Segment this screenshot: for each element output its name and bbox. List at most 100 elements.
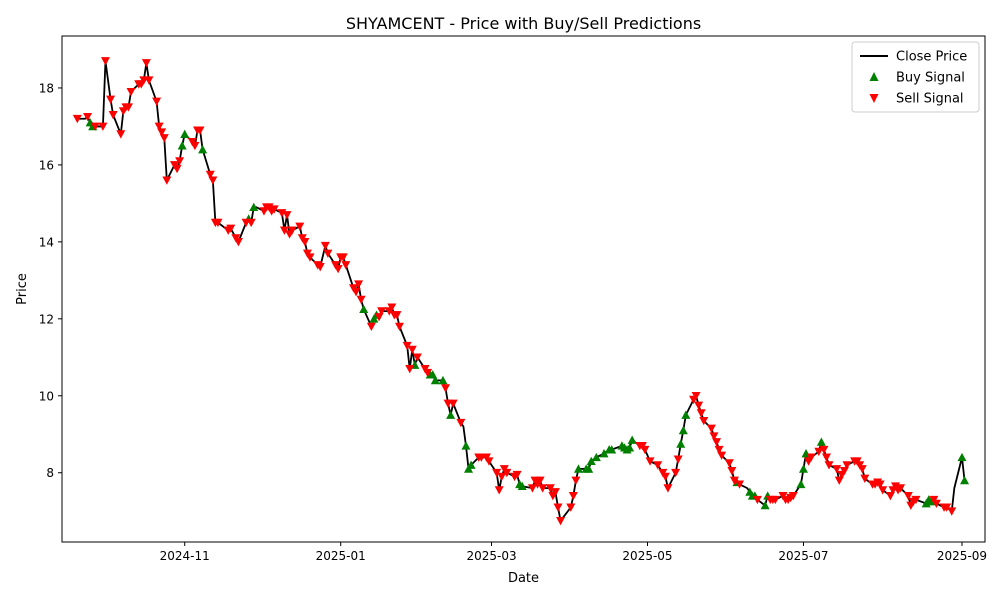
- sell-signal-marker: [190, 141, 200, 151]
- sell-signal-marker: [338, 253, 348, 262]
- sell-signal-marker: [305, 253, 315, 262]
- buy-signal-marker: [586, 456, 596, 466]
- sell-signal-marker: [282, 211, 292, 220]
- sell-signal-marker: [839, 466, 849, 476]
- sell-signal-marker: [152, 97, 162, 106]
- sell-signal-marker: [821, 453, 831, 462]
- sell-signal-marker: [502, 468, 512, 478]
- buy-signal-marker: [446, 410, 456, 419]
- sell-signal-marker: [645, 457, 655, 466]
- sell-signal-marker: [226, 224, 236, 233]
- sell-signal-marker: [568, 492, 578, 501]
- y-tick-label: 18: [39, 81, 54, 95]
- sell-signal-marker: [205, 170, 215, 180]
- sell-signal-marker: [351, 288, 361, 297]
- sell-signal-marker: [819, 445, 829, 455]
- y-tick-label: 14: [39, 235, 54, 249]
- buy-signal-marker: [960, 475, 970, 485]
- sell-signal-marker: [724, 459, 734, 468]
- sell-signal-marker: [106, 95, 116, 104]
- buy-signal-marker: [678, 425, 688, 435]
- buy-signal-marker: [625, 443, 635, 452]
- sell-signal-marker: [527, 484, 537, 493]
- sell-signal-marker: [538, 484, 548, 493]
- x-tick-label: 2025-01: [316, 549, 366, 563]
- sell-signal-marker: [412, 353, 422, 362]
- sell-signal-marker: [712, 438, 722, 447]
- sell-signal-marker: [875, 480, 885, 489]
- legend-buy-marker: [869, 72, 879, 81]
- sell-signal-marker: [441, 384, 451, 393]
- sell-signal-marker: [788, 492, 798, 501]
- sell-signal-marker: [295, 222, 305, 231]
- sell-signal-marker: [860, 474, 870, 484]
- sell-signal-marker: [942, 503, 952, 512]
- sell-signal-marker: [233, 238, 243, 247]
- sell-signal-marker: [356, 295, 366, 305]
- sell-signal-marker: [571, 476, 581, 485]
- plot-frame: [61, 35, 986, 543]
- sell-signal-marker: [405, 365, 415, 374]
- sell-signal-marker: [387, 303, 397, 312]
- buy-signal-marker: [177, 141, 187, 150]
- x-tick-label: 2025-07: [778, 549, 828, 563]
- sell-signal-marker: [806, 453, 816, 462]
- sell-signal-marker: [162, 176, 172, 185]
- sell-signal-marker: [735, 480, 745, 489]
- sell-signal-marker: [896, 484, 906, 493]
- sell-signal-marker: [83, 112, 93, 122]
- sell-signal-marker: [300, 238, 310, 247]
- sell-signal-marker: [512, 470, 522, 480]
- y-axis-label: Price: [15, 273, 30, 305]
- sell-signal-marker: [660, 472, 670, 482]
- sell-signal-marker: [550, 488, 560, 497]
- buy-signal-marker: [607, 445, 617, 454]
- sell-signal-marker: [497, 472, 507, 482]
- sell-signal-marker: [752, 495, 762, 505]
- sell-signal-marker: [208, 176, 218, 185]
- buy-signal-marker: [591, 452, 601, 462]
- sell-signal-marker: [824, 461, 834, 470]
- sell-signal-marker: [323, 249, 333, 258]
- legend-label-close: Close Price: [896, 50, 967, 65]
- x-axis-label: Date: [508, 571, 539, 586]
- buy-signal-marker: [760, 500, 770, 510]
- sell-signal-marker: [903, 492, 913, 501]
- sell-signal-marker: [157, 128, 167, 137]
- sell-signal-marker: [696, 409, 706, 418]
- sell-signal-marker: [374, 313, 384, 322]
- sell-signal-marker: [320, 241, 330, 251]
- sell-signal-marker: [931, 499, 941, 509]
- y-tick-label: 12: [39, 312, 54, 326]
- sell-signal-marker: [144, 76, 154, 85]
- sell-signal-marker: [377, 307, 387, 316]
- x-tick-label: 2025-03: [466, 549, 516, 563]
- sell-signal-marker: [494, 486, 504, 495]
- buy-signal-marker: [584, 464, 594, 473]
- buy-signal-marker: [359, 304, 369, 314]
- sell-signal-marker: [287, 226, 297, 235]
- sell-signal-marker: [673, 455, 683, 464]
- sell-signal-marker: [354, 280, 364, 289]
- buy-signal-marker: [627, 435, 637, 444]
- sell-signal-marker: [727, 466, 737, 476]
- sell-signal-marker: [141, 59, 151, 68]
- sell-signal-marker: [341, 261, 351, 270]
- sell-signal-marker: [814, 447, 824, 457]
- sell-signal-marker: [694, 401, 704, 410]
- sell-signal-marker: [832, 465, 842, 474]
- sell-signal-marker: [714, 445, 724, 455]
- sell-signal-marker: [947, 507, 957, 516]
- sell-signal-marker: [556, 517, 566, 526]
- sell-signal-marker: [90, 122, 100, 131]
- y-tick-label: 10: [39, 389, 54, 403]
- sell-signal-marker: [885, 492, 895, 501]
- sell-signal-marker: [123, 103, 133, 112]
- sell-signal-marker: [535, 476, 545, 485]
- sell-signal-marker: [709, 432, 719, 441]
- sell-signal-marker: [315, 263, 325, 272]
- x-tick-label: 2025-05: [622, 549, 672, 563]
- sell-signal-marker: [72, 114, 82, 124]
- buy-signal-marker: [796, 479, 806, 489]
